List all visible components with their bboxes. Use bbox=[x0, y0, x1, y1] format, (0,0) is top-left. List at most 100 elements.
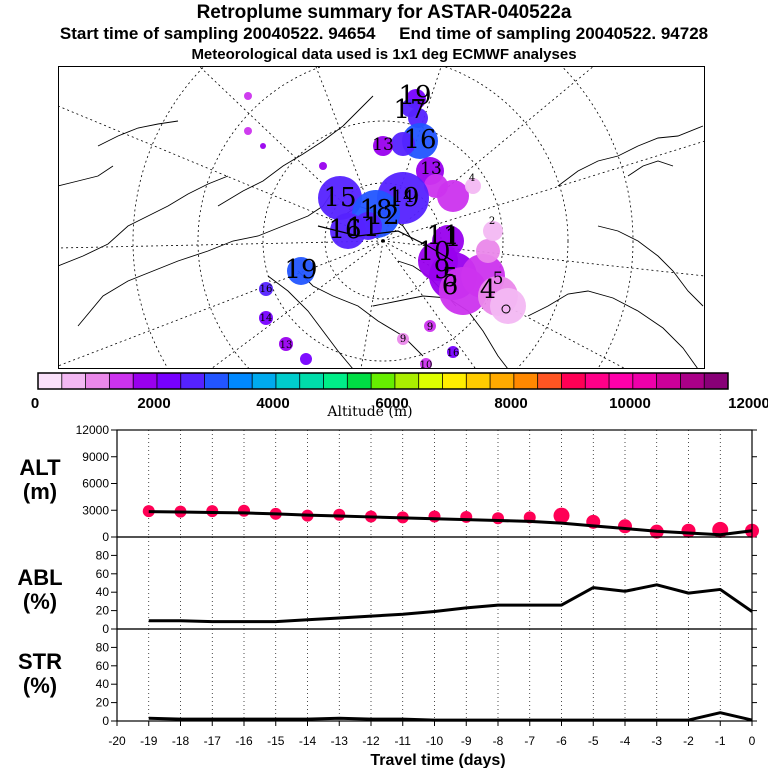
colorbar-swatch bbox=[347, 373, 372, 389]
alt-axis-label: ALT (m) bbox=[0, 456, 80, 504]
plume-cluster bbox=[259, 311, 273, 325]
colorbar-swatch bbox=[204, 373, 229, 389]
plume-day-label: 15 bbox=[323, 183, 356, 213]
x-tick-label: -15 bbox=[267, 734, 285, 748]
plume-day-label: 19 bbox=[284, 255, 317, 285]
plume-day-label: 11 bbox=[426, 221, 459, 251]
altitude-point bbox=[681, 523, 696, 538]
colorbar-swatches bbox=[37, 372, 729, 390]
colorbar-swatch bbox=[323, 373, 348, 389]
str-axis-label-line2: (%) bbox=[22, 673, 58, 698]
abl-axis-label: ABL (%) bbox=[0, 566, 80, 614]
plume-day-label: 14 bbox=[260, 313, 273, 324]
colorbar-swatch bbox=[632, 373, 658, 389]
altitude-point bbox=[553, 507, 570, 524]
plume-day-label: 5 bbox=[442, 263, 459, 293]
x-tick-label: -14 bbox=[299, 734, 317, 748]
plume-day-label: 16 bbox=[447, 348, 460, 359]
x-tick-label: -16 bbox=[235, 734, 253, 748]
colorbar-ticks: 0 2000 4000 6000 8000 10000 12000 bbox=[31, 395, 768, 412]
y-tick-label: 0 bbox=[102, 622, 109, 636]
plume-day-label: 14 bbox=[392, 187, 414, 207]
y-tick-label: 80 bbox=[96, 548, 110, 562]
series-line bbox=[148, 583, 753, 624]
x-tick-label: -19 bbox=[140, 734, 158, 748]
colorbar-swatch bbox=[133, 373, 158, 389]
x-axis: -20 -19 -18 -17 -16 -15 -14 -13 -12 -11 -10 -9 -8 -7-… bbox=[108, 721, 756, 768]
colorbar-swatch bbox=[490, 373, 515, 389]
series-line bbox=[148, 711, 753, 722]
alt-panel: 0 3000 6000 9000 12000 bbox=[76, 423, 759, 544]
plume-cluster bbox=[260, 143, 266, 149]
colorbar-swatch bbox=[38, 373, 63, 389]
plume-cluster bbox=[318, 176, 362, 220]
plume-cluster bbox=[408, 108, 428, 128]
plume-day-label: 5 bbox=[493, 269, 504, 289]
colorbar-tick-label: 2000 bbox=[137, 395, 170, 412]
plume-day-label: 17 bbox=[393, 95, 426, 125]
y-tick-label: 20 bbox=[96, 604, 110, 618]
plume-day-label: 18 bbox=[359, 195, 392, 225]
x-tick-label: -17 bbox=[204, 734, 222, 748]
colorbar-tick-label: 6000 bbox=[375, 395, 408, 412]
colorbar-swatch bbox=[109, 373, 134, 389]
end-time-label: End time of sampling 20040522. 94728 bbox=[399, 24, 709, 43]
plume-day-label: 4 bbox=[480, 275, 497, 305]
colorbar-swatch bbox=[156, 373, 182, 389]
colorbar-swatch bbox=[466, 373, 491, 389]
series-line bbox=[148, 510, 753, 537]
plume-day-label: 16 bbox=[260, 284, 273, 295]
colorbar-swatch bbox=[537, 373, 562, 389]
altitude-colorbar: 0 2000 4000 6000 8000 10000 12000 Altitude (m) bbox=[31, 372, 768, 420]
plume-cluster bbox=[490, 288, 526, 324]
x-tick-label: -6 bbox=[556, 734, 567, 748]
plume-day-label: 2 bbox=[489, 216, 495, 227]
plume-cluster bbox=[300, 353, 312, 365]
colorbar-swatch bbox=[180, 373, 206, 389]
plume-day-label: 6 bbox=[442, 271, 459, 301]
x-tick-label: -12 bbox=[362, 734, 380, 748]
colorbar-swatch bbox=[394, 373, 420, 389]
altitude-point bbox=[428, 510, 441, 523]
y-tick-label: 40 bbox=[96, 585, 110, 599]
plume-day-label: 10 bbox=[417, 237, 450, 267]
colorbar-frame bbox=[37, 372, 729, 390]
y-tick-label: 12000 bbox=[76, 423, 110, 437]
x-tick-label: -1 bbox=[715, 734, 726, 748]
alt-axis-label-line1: ALT bbox=[19, 455, 61, 480]
y-tick-label: 80 bbox=[96, 640, 110, 654]
plume-day-label: 4 bbox=[469, 173, 475, 184]
colorbar-tick-label: 12000 bbox=[728, 395, 768, 412]
map-frame bbox=[58, 66, 705, 369]
x-tick-label: -13 bbox=[331, 734, 349, 748]
plume-cluster bbox=[391, 132, 415, 156]
plume-cluster bbox=[287, 257, 315, 285]
colorbar-swatch bbox=[299, 373, 325, 389]
colorbar-swatch bbox=[704, 373, 729, 389]
start-time-label: Start time of sampling 20040522. 94654 bbox=[59, 24, 376, 43]
x-tick-label: -8 bbox=[493, 734, 504, 748]
y-tick-label: 9000 bbox=[82, 450, 109, 464]
plume-cluster bbox=[373, 136, 393, 156]
x-tick-label: -20 bbox=[108, 734, 126, 748]
colorbar-swatch bbox=[228, 373, 253, 389]
panel-frame bbox=[116, 536, 753, 630]
colorbar-swatch bbox=[418, 373, 443, 389]
plume-day-label: 9 bbox=[427, 322, 433, 333]
time-series-plots: 0 3000 6000 9000 12000 0 20 40 60 80 0 20 40 60 80 -… bbox=[76, 423, 759, 768]
plume-cluster bbox=[319, 162, 327, 170]
plume-cluster bbox=[354, 212, 382, 240]
colorbar-swatch bbox=[275, 373, 301, 389]
colorbar-tick-label: 4000 bbox=[256, 395, 289, 412]
plume-cluster bbox=[476, 239, 500, 263]
y-tick-label: 60 bbox=[96, 567, 110, 581]
altitude-point bbox=[618, 519, 632, 534]
plume-cluster bbox=[465, 178, 481, 194]
y-tick-label: 0 bbox=[102, 530, 109, 544]
abl-panel: 0 20 40 60 80 bbox=[96, 536, 757, 636]
altitude-point bbox=[492, 512, 504, 525]
x-tick-label: -3 bbox=[651, 734, 662, 748]
plume-points bbox=[244, 89, 526, 369]
